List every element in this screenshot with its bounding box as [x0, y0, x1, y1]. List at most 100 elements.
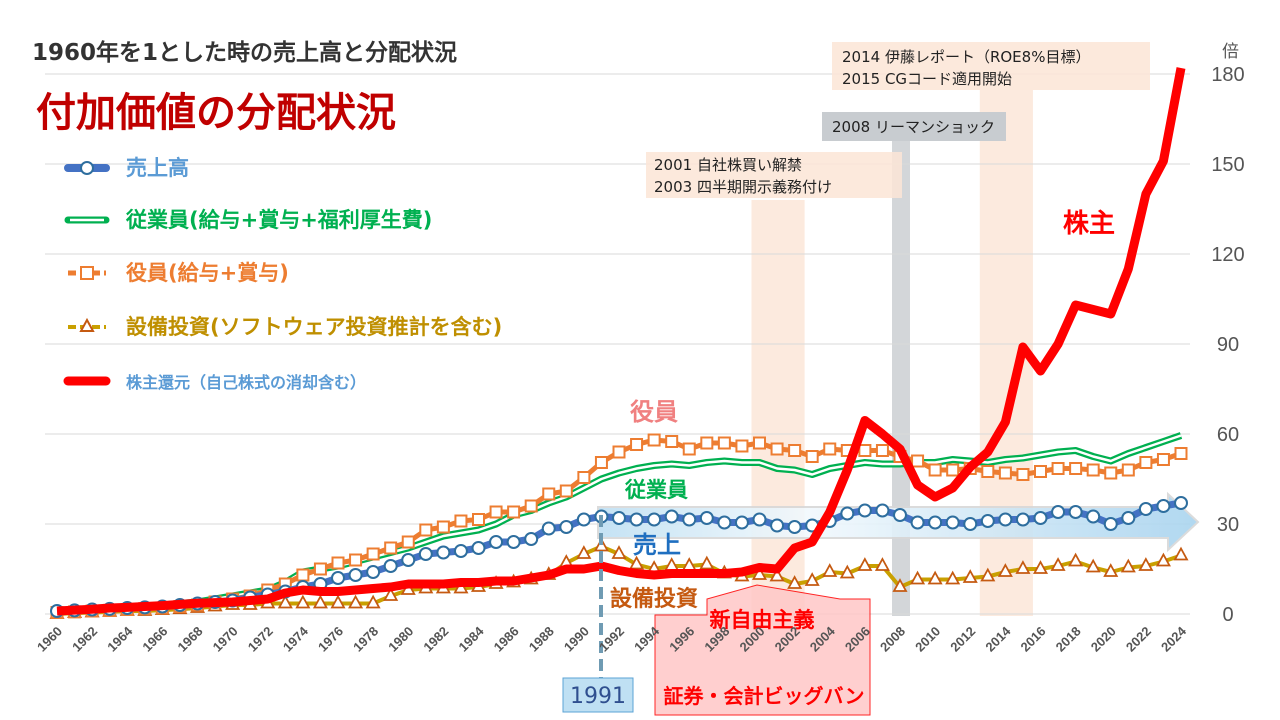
x-tick-label: 2008 — [877, 624, 908, 655]
data-point — [734, 515, 749, 530]
data-point — [1085, 558, 1101, 573]
data-point — [1051, 505, 1066, 519]
label-capex: 設備投資 — [610, 586, 698, 612]
data-point — [892, 578, 908, 592]
series-sales — [50, 496, 1188, 618]
data-point — [699, 511, 714, 525]
shaded-period-2008 — [892, 140, 910, 616]
legend-label: 設備投資(ソフトウェア投資推計を含む) — [126, 315, 502, 339]
chart-subtitle: 1960年を1とした時の売上高と分配状況 — [32, 39, 457, 66]
data-point — [945, 515, 960, 530]
note-2008-text: 2008 リーマンショック — [832, 118, 995, 136]
series-shareholders — [56, 67, 1186, 616]
data-point — [1156, 453, 1170, 466]
data-point — [751, 566, 768, 580]
data-point — [1156, 499, 1171, 513]
legend-label: 役員(給与+賞与) — [126, 261, 289, 285]
data-point — [752, 512, 767, 527]
data-point — [1174, 447, 1188, 460]
data-point — [928, 515, 943, 530]
data-point — [1173, 546, 1189, 561]
data-point — [418, 547, 433, 561]
legend-item-sales: 売上高 — [64, 156, 189, 180]
data-point — [805, 450, 819, 463]
chart-title: 付加価値の分配状況 — [36, 90, 396, 136]
data-point — [1138, 502, 1153, 516]
x-tick-label: 2016 — [1018, 624, 1049, 655]
data-point — [366, 565, 381, 579]
data-point — [911, 454, 925, 468]
data-point — [1155, 552, 1171, 567]
data-point — [893, 508, 907, 522]
data-point — [682, 442, 696, 456]
x-tick-label: 1960 — [34, 624, 65, 655]
data-point — [753, 436, 766, 450]
data-point — [312, 594, 328, 609]
data-point — [910, 570, 926, 585]
data-point — [699, 555, 715, 570]
note-2001-line2: 2003 四半期開示義務付け — [654, 178, 832, 196]
legend-item-capex: 設備投資(ソフトウェア投資推計を含む) — [68, 315, 502, 339]
data-point — [875, 503, 890, 518]
legend-marker — [80, 161, 94, 175]
data-point — [700, 436, 714, 450]
data-point — [472, 513, 485, 526]
data-point — [875, 444, 889, 457]
legend-label: 従業員(給与+賞与+福利厚生費) — [125, 208, 432, 232]
x-tick-label: 1966 — [139, 624, 170, 655]
data-point — [1120, 558, 1136, 573]
data-point — [647, 433, 661, 447]
data-point — [313, 562, 327, 576]
legend-label: 売上高 — [126, 156, 189, 180]
data-point — [665, 435, 679, 448]
data-point — [769, 567, 785, 582]
data-point — [348, 568, 363, 582]
data-point — [1051, 462, 1065, 475]
x-tick-label: 2018 — [1053, 624, 1084, 655]
data-point — [788, 444, 802, 457]
y-tick-label: 30 — [1217, 514, 1239, 536]
data-point — [576, 512, 591, 527]
data-point — [1015, 512, 1030, 527]
data-point — [822, 563, 838, 577]
data-point — [401, 553, 416, 567]
data-point — [349, 553, 363, 567]
data-point — [946, 463, 960, 477]
x-tick-label: 2020 — [1088, 624, 1119, 655]
data-point — [787, 520, 802, 534]
legend-item-employees: 従業員(給与+賞与+福利厚生費) — [64, 208, 432, 232]
data-point — [594, 456, 608, 469]
data-point — [611, 545, 627, 559]
y-tick-label: 90 — [1217, 334, 1239, 356]
y-tick-label: 180 — [1211, 64, 1244, 86]
label-shareholders: 株主 — [1063, 209, 1115, 239]
data-point — [507, 505, 521, 519]
data-point — [1016, 468, 1030, 481]
legend-marker — [79, 317, 95, 332]
data-point — [559, 484, 573, 498]
label-sales: 売上 — [633, 531, 681, 559]
legend-label: 株主還元（自己株式の消却含む） — [126, 373, 366, 392]
data-point — [296, 568, 310, 582]
bigbang-label: 証券・会計ビッグバン — [664, 684, 865, 708]
x-tick-label: 1962 — [69, 624, 100, 655]
data-point — [419, 523, 433, 537]
data-point — [735, 439, 749, 453]
x-tick-label: 2024 — [1158, 623, 1190, 655]
legend-item-executives: 役員(給与+賞与) — [68, 261, 289, 285]
data-point — [1032, 560, 1049, 574]
data-point — [1121, 463, 1135, 477]
data-point — [664, 509, 679, 524]
data-point — [1121, 511, 1136, 525]
data-point — [629, 555, 645, 570]
data-point — [348, 594, 364, 609]
data-point — [1034, 465, 1047, 478]
data-point — [489, 505, 503, 519]
x-tick-label: 2010 — [912, 624, 943, 655]
data-point — [471, 541, 486, 555]
data-point — [331, 571, 345, 585]
data-point — [840, 506, 855, 521]
x-tick-label: 1976 — [315, 624, 346, 655]
data-point — [770, 442, 784, 456]
shaded-period-2000 — [751, 200, 805, 616]
